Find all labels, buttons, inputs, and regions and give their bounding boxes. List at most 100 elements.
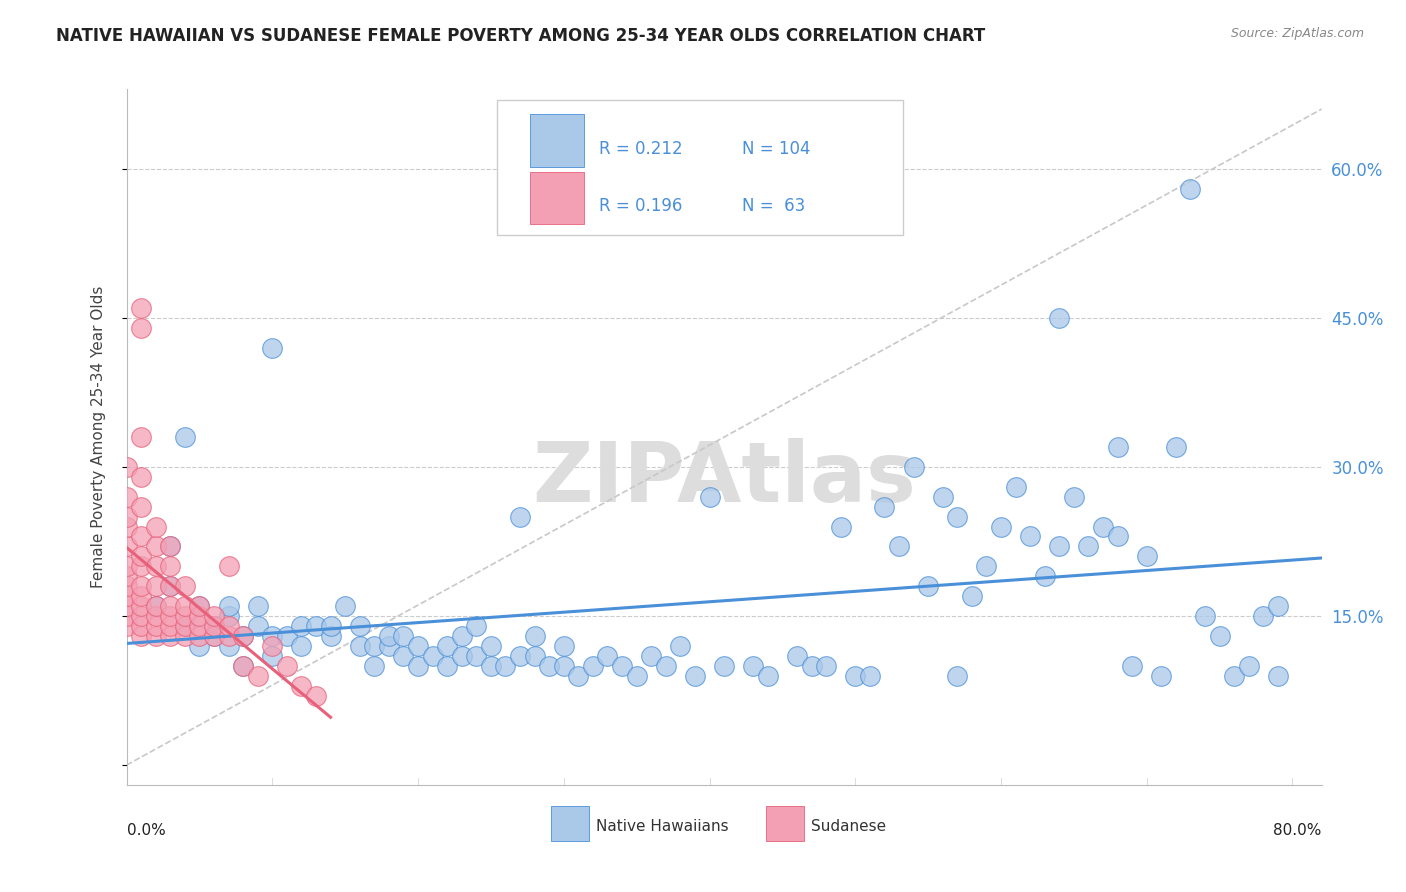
Point — [1047, 540, 1070, 554]
Point — [1107, 529, 1129, 543]
Point — [305, 619, 328, 633]
Point — [815, 658, 838, 673]
Point — [262, 341, 284, 355]
Point — [246, 668, 269, 682]
Point — [742, 658, 765, 673]
Point — [129, 430, 152, 444]
Point — [538, 658, 561, 673]
Point — [1267, 599, 1289, 613]
Point — [129, 559, 152, 574]
FancyBboxPatch shape — [530, 171, 585, 224]
Point — [349, 619, 371, 633]
Point — [276, 658, 298, 673]
Point — [218, 629, 240, 643]
Point — [173, 599, 195, 613]
Point — [159, 540, 181, 554]
Point — [931, 490, 953, 504]
Point — [218, 599, 240, 613]
Point — [202, 609, 225, 624]
Point — [1267, 668, 1289, 682]
Point — [145, 519, 167, 533]
Point — [290, 679, 312, 693]
Point — [129, 529, 152, 543]
Point — [246, 619, 269, 633]
Point — [173, 619, 195, 633]
Point — [873, 500, 896, 514]
Point — [946, 668, 969, 682]
Point — [145, 629, 167, 643]
Point — [115, 459, 138, 474]
Text: R = 0.196: R = 0.196 — [599, 197, 682, 216]
Point — [713, 658, 735, 673]
Point — [465, 619, 488, 633]
Point — [115, 509, 138, 524]
Point — [1150, 668, 1173, 682]
Point — [596, 648, 619, 663]
Point — [553, 658, 575, 673]
Point — [1237, 658, 1260, 673]
Point — [800, 658, 823, 673]
Point — [145, 599, 167, 613]
Point — [115, 519, 138, 533]
Point — [1004, 480, 1026, 494]
Point — [1033, 569, 1056, 583]
Text: R = 0.212: R = 0.212 — [599, 140, 682, 158]
Point — [115, 569, 138, 583]
Point — [145, 599, 167, 613]
Point — [1164, 440, 1187, 454]
Point — [655, 658, 678, 673]
Point — [465, 648, 488, 663]
Point — [786, 648, 808, 663]
Point — [1194, 609, 1216, 624]
Point — [830, 519, 852, 533]
Point — [173, 430, 195, 444]
Point — [159, 609, 181, 624]
Point — [218, 619, 240, 633]
Point — [159, 629, 181, 643]
Point — [115, 579, 138, 593]
Point — [378, 629, 401, 643]
Point — [159, 540, 181, 554]
Point — [262, 639, 284, 653]
Point — [115, 589, 138, 603]
Point — [202, 619, 225, 633]
FancyBboxPatch shape — [766, 805, 804, 840]
Point — [232, 629, 254, 643]
Point — [392, 629, 415, 643]
Point — [145, 619, 167, 633]
Point — [188, 629, 211, 643]
Point — [1223, 668, 1246, 682]
Point — [129, 589, 152, 603]
Point — [218, 609, 240, 624]
Point — [115, 490, 138, 504]
Point — [976, 559, 998, 574]
Point — [1253, 609, 1275, 624]
Point — [159, 619, 181, 633]
Text: N =  63: N = 63 — [742, 197, 806, 216]
Point — [262, 648, 284, 663]
Text: NATIVE HAWAIIAN VS SUDANESE FEMALE POVERTY AMONG 25-34 YEAR OLDS CORRELATION CHA: NATIVE HAWAIIAN VS SUDANESE FEMALE POVER… — [56, 27, 986, 45]
Point — [1092, 519, 1115, 533]
Point — [276, 629, 298, 643]
Point — [188, 609, 211, 624]
Point — [129, 301, 152, 315]
Point — [946, 509, 969, 524]
Point — [450, 648, 472, 663]
Point — [218, 559, 240, 574]
Point — [129, 629, 152, 643]
Point — [436, 658, 458, 673]
Text: 0.0%: 0.0% — [127, 823, 166, 838]
Point — [626, 668, 648, 682]
Point — [582, 658, 605, 673]
Point — [115, 559, 138, 574]
Point — [115, 609, 138, 624]
Point — [1107, 440, 1129, 454]
FancyBboxPatch shape — [498, 100, 903, 235]
Point — [756, 668, 779, 682]
Point — [246, 599, 269, 613]
Point — [495, 658, 517, 673]
Point — [699, 490, 721, 504]
Point — [218, 639, 240, 653]
Point — [1047, 310, 1070, 325]
Point — [610, 658, 633, 673]
